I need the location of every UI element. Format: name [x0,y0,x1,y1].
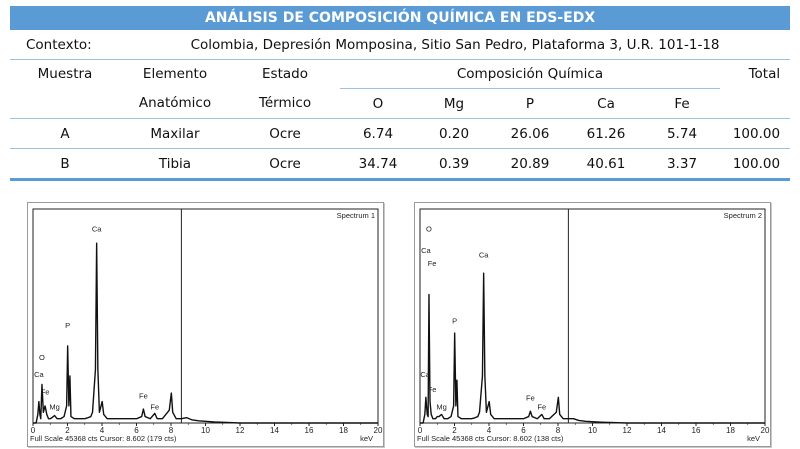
state-cell: Ocre [230,148,340,181]
peak-label: Fe [150,402,159,411]
value-o: 34.74 [340,148,416,181]
x-tick-label: 10 [588,426,597,435]
composition-table: ANÁLISIS DE COMPOSICIÓN QUÍMICA EN EDS-E… [10,6,791,181]
spectrum-2-plot: 0 2 4 6 8 10 12 14 16 18 20 Spectrum 2 O Ca Fe Ca P Ca Fe M… [418,208,770,435]
spectrum-label: Spectrum 2 [724,211,762,220]
total-cell: 100.00 [720,148,791,181]
value-mg: 0.20 [416,118,492,149]
peak-label: Ca [34,370,44,379]
spectrum-2-unit: keV [747,434,760,443]
peak-label: Ca [421,246,431,255]
table-title: ANÁLISIS DE COMPOSICIÓN QUÍMICA EN EDS-E… [10,6,791,31]
value-fe: 5.74 [644,118,720,149]
spectrum-1-unit: keV [360,434,373,443]
header-element-fe: Fe [644,88,720,119]
value-fe: 3.37 [644,148,720,181]
peak-label: P [452,317,457,326]
x-tick-label: 2 [452,426,457,435]
header-element-o: O [340,88,416,119]
header-element-ca: Ca [568,88,644,119]
header-sample: Muestra [37,66,93,83]
value-p: 26.06 [492,118,568,149]
x-tick-label: 6 [521,426,526,435]
value-p: 20.89 [492,148,568,181]
x-tick-label: 12 [623,426,632,435]
sample-cell: B [10,148,120,181]
x-tick-label: 8 [556,426,561,435]
x-tick-label: 14 [270,426,279,435]
plot-frame [419,208,766,424]
x-tick-label: 14 [657,426,666,435]
peak-label: Fe [41,387,50,396]
value-ca: 61.26 [568,118,644,149]
peak-label: Ca [420,370,430,379]
x-tick-label: 2 [65,426,70,435]
state-cell: Ocre [230,118,340,149]
value-o: 6.74 [340,118,416,149]
x-tick-label: 0 [418,426,423,435]
spectrum-1-panel: 0 2 4 6 8 10 12 14 16 18 20 Spectrum 1 Ca P O Ca Fe Mg Fe F… [27,202,384,447]
header-sample-blank [10,88,120,119]
header-state-line2: Térmico [230,88,340,119]
header-element-p: P [492,88,568,119]
x-tick-label: 20 [374,426,383,435]
spectrum-1-footer: Full Scale 45368 cts Cursor: 8.602 (179 … [30,434,177,443]
bone-cell: Maxilar [120,118,230,149]
peak-label: Fe [526,394,535,403]
sample-cell: A [10,118,120,149]
header-element-line1: Elemento [142,66,208,83]
header-composition: Composición Química [340,59,720,89]
plot-frame [32,208,379,424]
x-tick-label: 4 [487,426,492,435]
x-tick-label: 8 [169,426,174,435]
peak-label: P [65,321,70,330]
peak-label: Fe [537,402,546,411]
context-label: Contexto: [10,30,120,60]
peak-label: Mg [49,402,59,411]
spectrum-2-footer: Full Scale 45368 cts Cursor: 8.602 (138 … [417,434,564,443]
header-state-line1: Estado [262,66,308,83]
x-tick-label: 20 [761,426,770,435]
spectrum-label: Spectrum 1 [337,211,375,220]
bone-cell: Tibia [120,148,230,181]
header-total-blank [720,88,791,119]
spectrum-trace [420,272,765,424]
peak-label: Ca [92,225,102,234]
x-tick-label: 18 [726,426,735,435]
spectrum-trace [33,242,378,424]
header-element-line2: Anatómico [120,88,230,119]
x-tick-label: 18 [339,426,348,435]
peak-label: Fe [428,259,437,268]
x-tick-label: 6 [134,426,139,435]
table-row: B Tibia Ocre 34.74 0.39 20.89 40.61 3.37… [10,148,791,181]
peak-label: Ca [479,250,489,259]
x-tick-label: 4 [100,426,105,435]
x-tick-label: 16 [692,426,701,435]
value-mg: 0.39 [416,148,492,181]
x-tick-label: 16 [305,426,314,435]
peak-label: Mg [436,402,446,411]
peak-label: Fe [139,392,148,401]
value-ca: 40.61 [568,148,644,181]
header-total: Total [748,66,781,83]
header-element-mg: Mg [416,88,492,119]
x-tick-label: 0 [31,426,36,435]
peak-label: Fe [428,385,437,394]
context-value: Colombia, Depresión Momposina, Sitio San… [120,30,791,60]
x-tick-label: 10 [201,426,210,435]
peak-label: O [426,225,432,234]
peak-label: O [39,353,45,362]
table-row: A Maxilar Ocre 6.74 0.20 26.06 61.26 5.7… [10,118,791,149]
spectrum-2-panel: 0 2 4 6 8 10 12 14 16 18 20 Spectrum 2 O Ca Fe Ca P Ca Fe M… [414,202,771,447]
total-cell: 100.00 [720,118,791,149]
x-tick-label: 12 [236,426,245,435]
